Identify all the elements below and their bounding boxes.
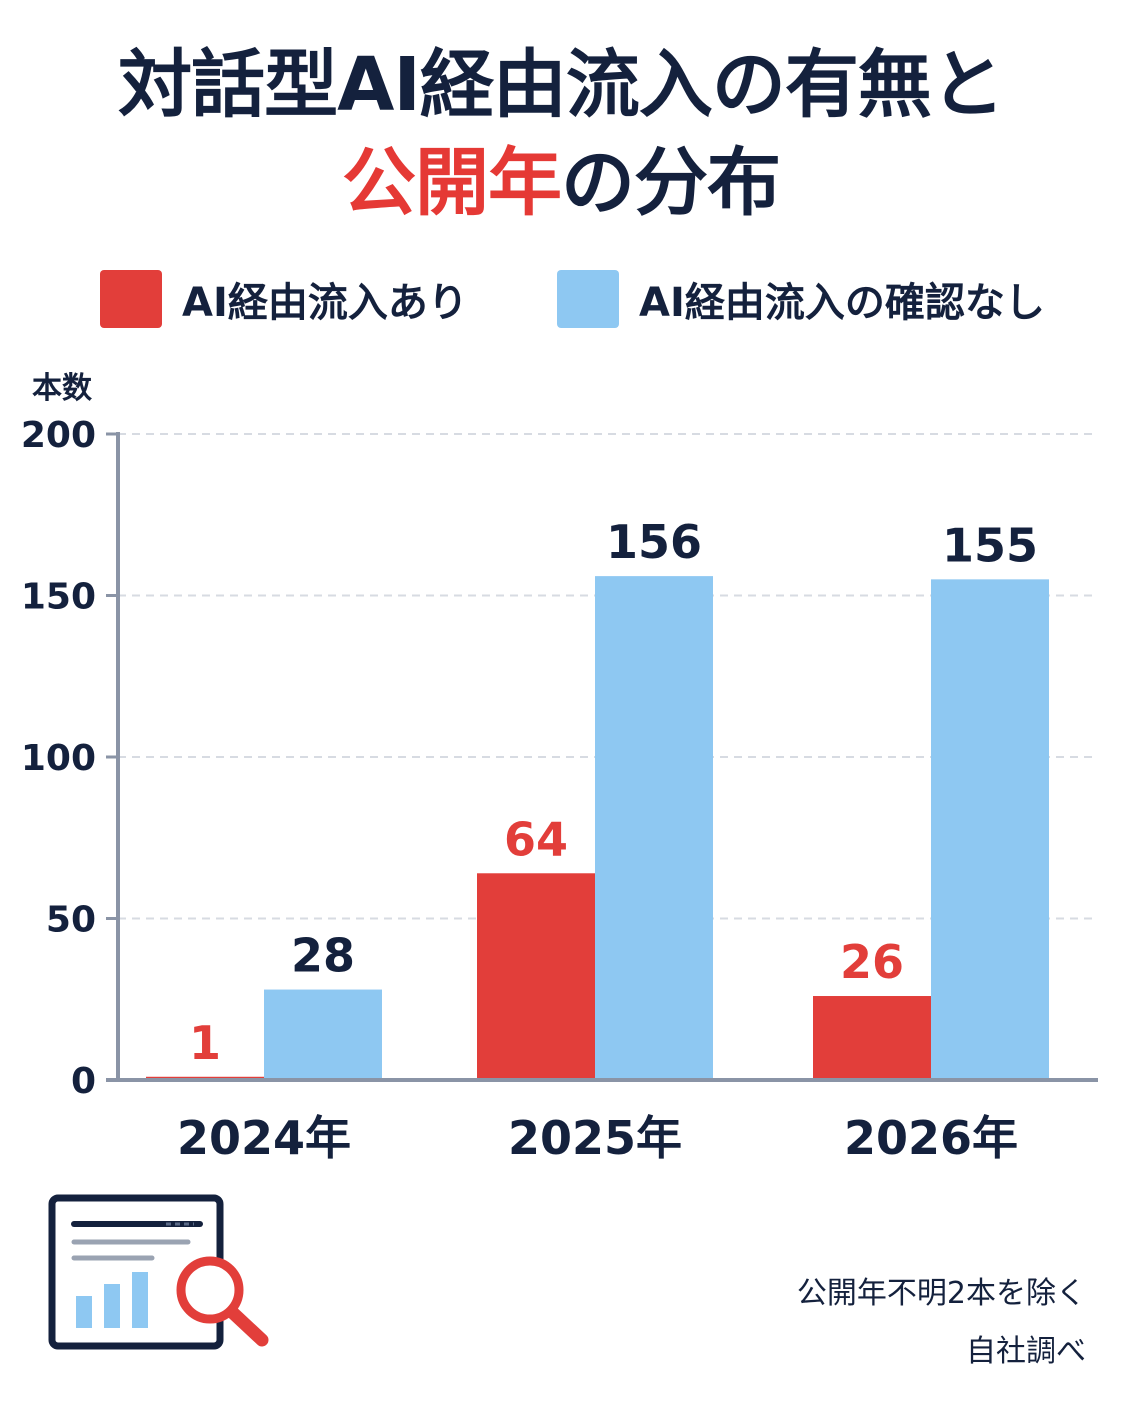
- bar: [477, 873, 595, 1080]
- y-tick-label: 200: [21, 415, 96, 456]
- chart-title-line2: 公開年の分布: [0, 146, 1122, 220]
- report-search-icon: [48, 1194, 269, 1350]
- bar-chart: 本数 0 50 100 150 200 1 28 2024年 64 156 2025年 26 155 202…: [21, 371, 1098, 1165]
- bar: [813, 996, 931, 1080]
- legend-swatch-ai-inflow: [100, 270, 162, 328]
- bar: [264, 989, 382, 1080]
- x-tick-label: 2024年: [177, 1111, 351, 1165]
- title-accent: 公開年: [342, 140, 562, 226]
- y-tick-label: 150: [21, 577, 96, 618]
- data-label: 26: [840, 935, 904, 989]
- x-tick-label: 2026年: [844, 1111, 1018, 1165]
- title-rest: の分布: [561, 140, 781, 226]
- chart-title-line1: 対話型AI経由流入の有無と: [118, 42, 1005, 128]
- data-label: 156: [606, 515, 702, 569]
- legend-item-no-ai-inflow: AI経由流入の確認なし: [557, 268, 1045, 330]
- y-tick-label: 50: [46, 900, 96, 941]
- y-axis-label: 本数: [32, 371, 93, 406]
- x-tick-label: 2025年: [508, 1111, 682, 1165]
- y-tick-label: 100: [21, 738, 96, 779]
- data-label: 1: [189, 1016, 221, 1070]
- footnote-source: 自社調べ: [966, 1334, 1086, 1369]
- legend-item-ai-inflow: AI経由流入あり: [100, 268, 468, 330]
- legend-swatch-no-ai-inflow: [557, 270, 619, 328]
- bar: [931, 579, 1049, 1080]
- footnote-excluded: 公開年不明2本を除く: [796, 1276, 1086, 1311]
- legend-label-no-ai-inflow: AI経由流入の確認なし: [639, 280, 1045, 326]
- data-label: 28: [291, 929, 355, 983]
- legend-label-ai-inflow: AI経由流入あり: [182, 280, 468, 326]
- y-tick-label: 0: [71, 1061, 96, 1102]
- data-label: 155: [942, 518, 1038, 572]
- bar: [595, 576, 713, 1080]
- data-label: 64: [504, 812, 568, 866]
